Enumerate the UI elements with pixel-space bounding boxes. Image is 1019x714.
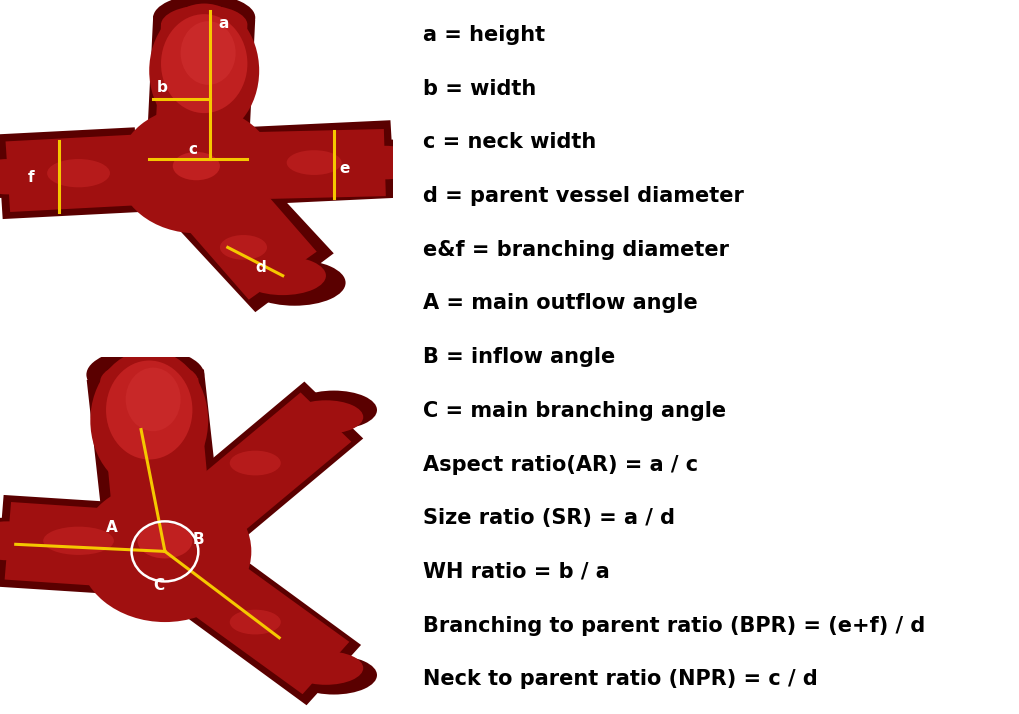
Polygon shape [234, 129, 385, 200]
Ellipse shape [106, 361, 193, 460]
Ellipse shape [161, 5, 248, 44]
Text: Neck to parent ratio (NPR) = c / d: Neck to parent ratio (NPR) = c / d [422, 669, 816, 689]
Ellipse shape [102, 152, 180, 187]
Ellipse shape [127, 535, 202, 568]
Ellipse shape [153, 157, 239, 196]
Text: b = width: b = width [422, 79, 535, 99]
Text: II-B: II-B [12, 371, 65, 399]
Ellipse shape [239, 256, 326, 295]
Ellipse shape [286, 150, 341, 175]
Polygon shape [162, 153, 317, 300]
Text: C: C [153, 578, 164, 593]
Polygon shape [145, 16, 255, 178]
Text: e: e [339, 161, 350, 176]
Text: C = main branching angle: C = main branching angle [422, 401, 726, 421]
Ellipse shape [229, 610, 280, 635]
Text: B = inflow angle: B = inflow angle [422, 347, 614, 367]
Ellipse shape [290, 391, 377, 429]
Text: e&f = branching diameter: e&f = branching diameter [422, 240, 728, 260]
Text: d = parent vessel diameter: d = parent vessel diameter [422, 186, 743, 206]
Ellipse shape [47, 159, 110, 187]
Polygon shape [87, 369, 223, 557]
Ellipse shape [138, 523, 193, 558]
Text: c: c [189, 142, 198, 157]
Polygon shape [0, 127, 140, 219]
Text: b: b [157, 80, 168, 95]
Ellipse shape [106, 525, 223, 578]
Ellipse shape [347, 146, 422, 179]
Ellipse shape [350, 140, 435, 178]
Text: a: a [218, 16, 228, 31]
Ellipse shape [229, 451, 280, 476]
Ellipse shape [127, 535, 202, 568]
Text: A: A [106, 520, 117, 535]
Ellipse shape [198, 149, 273, 183]
Ellipse shape [116, 529, 214, 573]
Ellipse shape [145, 154, 248, 200]
Polygon shape [100, 378, 214, 555]
Ellipse shape [0, 518, 51, 564]
Ellipse shape [153, 157, 239, 196]
Polygon shape [5, 134, 144, 212]
Ellipse shape [288, 651, 363, 685]
Ellipse shape [288, 401, 363, 434]
Ellipse shape [100, 360, 198, 404]
Text: WH ratio = b / a: WH ratio = b / a [422, 562, 608, 582]
Text: Aspect ratio(AR) = a / c: Aspect ratio(AR) = a / c [422, 455, 697, 475]
Ellipse shape [149, 4, 259, 138]
Ellipse shape [125, 368, 180, 431]
Ellipse shape [220, 235, 267, 260]
Ellipse shape [180, 21, 235, 85]
Polygon shape [0, 495, 168, 597]
Text: A = main outflow angle: A = main outflow angle [422, 293, 697, 313]
Text: c = neck width: c = neck width [422, 132, 595, 152]
Polygon shape [140, 393, 351, 576]
Ellipse shape [0, 159, 47, 194]
Polygon shape [240, 120, 394, 205]
Text: a = height: a = height [422, 25, 544, 45]
Ellipse shape [87, 348, 204, 401]
Text: B: B [193, 533, 204, 548]
Ellipse shape [91, 149, 184, 191]
Ellipse shape [0, 521, 51, 560]
Text: Branching to parent ratio (BPR) = (e+f) / d: Branching to parent ratio (BPR) = (e+f) … [422, 615, 924, 635]
Ellipse shape [43, 527, 114, 555]
Ellipse shape [161, 14, 248, 113]
Polygon shape [142, 526, 348, 694]
Ellipse shape [200, 146, 286, 186]
Polygon shape [136, 381, 363, 580]
Ellipse shape [118, 106, 275, 233]
Polygon shape [138, 521, 361, 705]
Polygon shape [153, 23, 248, 178]
Ellipse shape [114, 528, 216, 574]
Text: f: f [28, 170, 34, 185]
Ellipse shape [121, 532, 208, 570]
Text: II-A: II-A [12, 14, 65, 42]
Ellipse shape [78, 481, 251, 622]
Ellipse shape [244, 260, 345, 306]
Text: d: d [255, 260, 266, 275]
Ellipse shape [290, 655, 377, 695]
Polygon shape [5, 502, 168, 590]
Ellipse shape [91, 350, 208, 491]
Ellipse shape [121, 532, 208, 570]
Ellipse shape [172, 152, 220, 180]
Text: Size ratio (SR) = a / d: Size ratio (SR) = a / d [422, 508, 674, 528]
Ellipse shape [0, 156, 47, 198]
Polygon shape [157, 147, 333, 312]
Ellipse shape [153, 0, 255, 41]
Ellipse shape [121, 532, 208, 570]
Ellipse shape [145, 154, 248, 200]
